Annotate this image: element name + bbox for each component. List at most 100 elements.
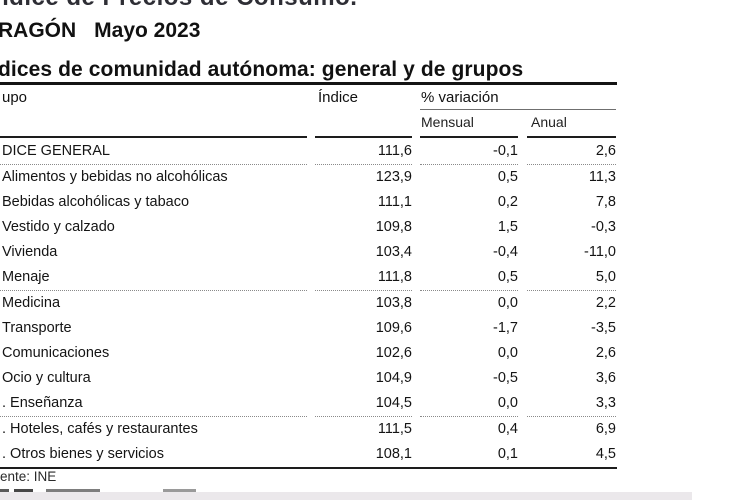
group-separator-segment xyxy=(315,290,412,291)
row-index-value: 111,5 xyxy=(377,421,412,437)
bottom-bar-fragment xyxy=(0,489,9,492)
column-header-indice: Índice xyxy=(318,89,359,106)
row-label: Ocio y cultura xyxy=(2,370,91,386)
group-separator-segment xyxy=(420,164,518,165)
row-label: . Otros bienes y servicios xyxy=(2,446,164,462)
group-separator-segment xyxy=(0,416,307,417)
table-row: Bebidas alcohólicas y tabaco 111,1 0,2 7,8 xyxy=(0,190,618,215)
row-index-value: 108,1 xyxy=(375,446,412,462)
row-label: Transporte xyxy=(2,320,72,336)
cropped-top-title: ndice de Precios de Consumo. xyxy=(0,0,414,8)
table-body: DICE GENERAL 111,6 -0,1 2,6 Alimentos y bebi… xyxy=(0,139,618,469)
row-index-value: 123,9 xyxy=(375,169,412,185)
row-label: Vestido y calzado xyxy=(2,219,115,235)
row-label: . Hoteles, cafés y restaurantes xyxy=(2,421,198,437)
row-index-value: 104,9 xyxy=(375,370,412,386)
row-monthly-value: 0,0 xyxy=(497,395,518,411)
region-name: RAGÓN xyxy=(0,19,77,42)
row-label: Alimentos y bebidas no alcohólicas xyxy=(2,169,228,185)
row-label: Bebidas alcohólicas y tabaco xyxy=(2,194,190,210)
period-label: Mayo 2023 xyxy=(94,19,201,42)
row-annual-value: 4,5 xyxy=(595,446,616,462)
row-monthly-value: 0,2 xyxy=(497,194,518,210)
header-rule-segment xyxy=(420,136,518,138)
group-separator-segment xyxy=(420,290,518,291)
table-row: Transporte 109,6 -1,7 -3,5 xyxy=(0,316,618,341)
row-annual-value: 5,0 xyxy=(595,269,616,285)
row-index-value: 103,4 xyxy=(375,244,412,260)
row-monthly-value: 0,1 xyxy=(497,446,518,462)
group-separator xyxy=(0,290,618,291)
table-row: Vivienda 103,4 -0,4 -11,0 xyxy=(0,240,618,265)
header-rule-segment xyxy=(0,136,307,138)
bottom-bar-fragment xyxy=(46,489,100,492)
row-index-value: 103,8 xyxy=(375,295,412,311)
header-rule-segment xyxy=(315,136,412,138)
row-monthly-value: 0,0 xyxy=(497,295,518,311)
row-label: . Enseñanza xyxy=(2,395,83,411)
header-rule-segment xyxy=(527,136,616,138)
row-label: Medicina xyxy=(2,295,61,311)
column-header-grupo: upo xyxy=(2,89,28,106)
group-separator-segment xyxy=(527,416,616,417)
row-monthly-value: 0,4 xyxy=(497,421,518,437)
row-label: Comunicaciones xyxy=(2,345,110,361)
table-row: . Otros bienes y servicios 108,1 0,1 4,5 xyxy=(0,442,618,467)
section-heading: dices de comunidad autónoma: general y d… xyxy=(0,58,524,81)
row-monthly-value: 0,0 xyxy=(497,345,518,361)
bottom-cropped-bar xyxy=(0,492,692,500)
row-annual-value: 2,6 xyxy=(595,143,616,159)
row-annual-value: 2,6 xyxy=(595,345,616,361)
heading-underline xyxy=(0,82,617,85)
row-monthly-value: -0,5 xyxy=(493,370,518,386)
row-index-value: 104,5 xyxy=(375,395,412,411)
column-header-anual: Anual xyxy=(531,114,567,130)
header-bottom-rule xyxy=(0,136,618,138)
source-note: ente: INE xyxy=(0,469,57,484)
variacion-underline xyxy=(420,109,616,110)
table-row: . Hoteles, cafés y restaurantes 111,5 0,4 6… xyxy=(0,417,618,442)
table-row: Alimentos y bebidas no alcohólicas 123,9 0… xyxy=(0,165,618,190)
row-annual-value: 6,9 xyxy=(595,421,616,437)
group-separator-segment xyxy=(420,416,518,417)
table-row: Ocio y cultura 104,9 -0,5 3,6 xyxy=(0,366,618,391)
column-header-mensual: Mensual xyxy=(421,114,474,130)
row-monthly-value: 1,5 xyxy=(497,219,518,235)
group-separator xyxy=(0,416,618,417)
region-period-line: RAGÓN Mayo 2023 xyxy=(0,19,200,43)
row-annual-value: 3,6 xyxy=(595,370,616,386)
row-label: Menaje xyxy=(2,269,50,285)
row-annual-value: 7,8 xyxy=(595,194,616,210)
row-annual-value: -11,0 xyxy=(584,244,616,260)
row-annual-value: 11,3 xyxy=(588,169,616,185)
row-monthly-value: -0,4 xyxy=(493,244,518,260)
row-monthly-value: -0,1 xyxy=(493,143,518,159)
row-index-value: 111,8 xyxy=(377,269,412,285)
row-index-value: 111,6 xyxy=(377,143,412,159)
table-row: . Enseñanza 104,5 0,0 3,3 xyxy=(0,391,618,416)
row-annual-value: -0,3 xyxy=(591,219,616,235)
table-row: Menaje 111,8 0,5 5,0 xyxy=(0,265,618,290)
row-annual-value: 3,3 xyxy=(595,395,616,411)
group-separator xyxy=(0,164,618,165)
table-row: Vestido y calzado 109,8 1,5 -0,3 xyxy=(0,215,618,240)
row-index-value: 102,6 xyxy=(375,345,412,361)
column-header-variacion: % variación xyxy=(421,89,499,106)
table-row: Comunicaciones 102,6 0,0 2,6 xyxy=(0,341,618,366)
row-monthly-value: 0,5 xyxy=(497,169,518,185)
group-separator-segment xyxy=(0,164,307,165)
row-annual-value: -3,5 xyxy=(591,320,616,336)
group-separator-segment xyxy=(0,290,307,291)
table-row: DICE GENERAL 111,6 -0,1 2,6 xyxy=(0,139,618,164)
row-index-value: 109,8 xyxy=(375,219,412,235)
bottom-bar-fragment xyxy=(14,489,33,492)
group-separator-segment xyxy=(315,164,412,165)
bottom-bar-fragment xyxy=(163,489,196,492)
table-row: Medicina 103,8 0,0 2,2 xyxy=(0,291,618,316)
group-separator-segment xyxy=(527,290,616,291)
cropped-top-title-text: ndice de Precios de Consumo. xyxy=(0,0,414,8)
table-bottom-rule xyxy=(0,467,617,469)
row-monthly-value: 0,5 xyxy=(497,269,518,285)
row-label: Vivienda xyxy=(2,244,58,260)
